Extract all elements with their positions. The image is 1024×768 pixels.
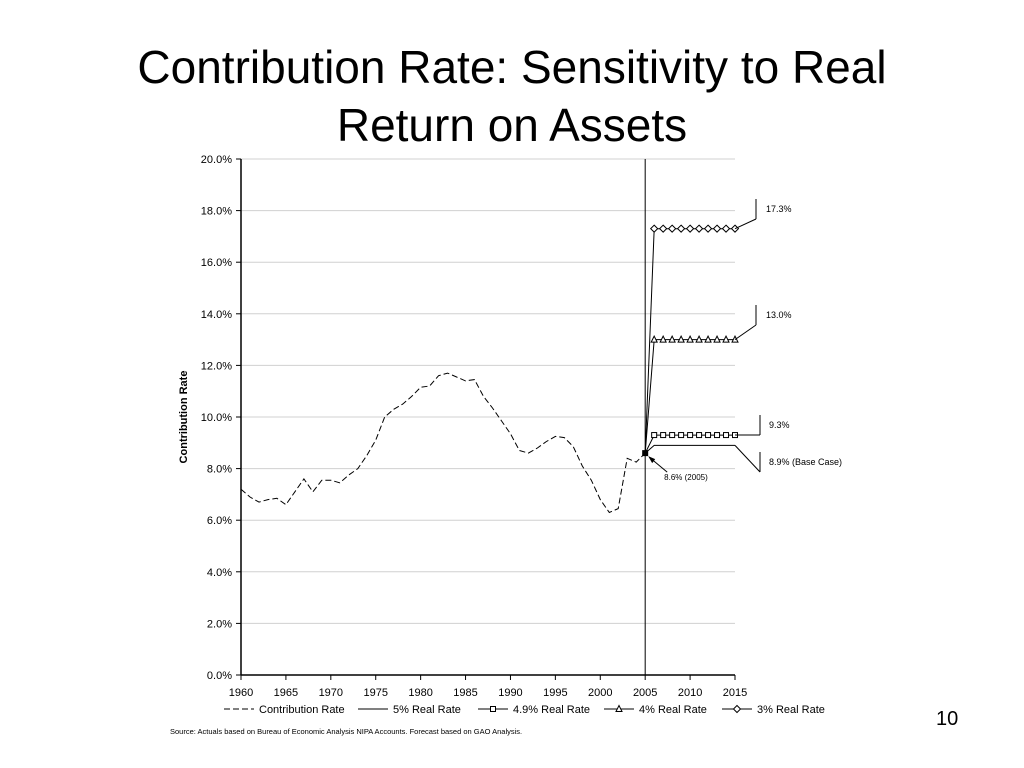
slide-title-line-2: Return on Assets [336,99,688,151]
series-line-contribution-rate [240,372,646,514]
series-point-4-real-rate [659,334,667,343]
x-tick-label: 1990 [498,687,522,699]
annotation-label-5-real-rate: 8.9% (Base Case) [769,457,842,467]
series-point-3-real-rate [676,224,686,233]
annotation-label-3-real-rate: 17.3% [766,204,792,214]
series-point-4-9-real-rate [723,432,730,439]
annotation-label-4-9-real-rate: 9.3% [769,420,790,430]
legend-label-3-real-rate: 3% Real Rate [757,704,825,716]
legend-marker-4-real-rate [615,704,623,712]
annotation-label-2005: 8.6% (2005) [664,473,708,482]
y-tick-label: 4.0% [207,567,232,579]
x-tick-label: 2010 [678,687,702,699]
source-note: Source: Actuals based on Bureau of Econo… [170,727,523,736]
series-point-4-9-real-rate [696,432,703,439]
series-point-4-real-rate [668,334,676,343]
series-point-4-9-real-rate [714,432,721,439]
y-tick-label: 10.0% [201,412,232,424]
series-point-4-9-real-rate [705,432,712,439]
series-point-4-real-rate [650,334,658,343]
legend-label-5-real-rate: 5% Real Rate [393,704,461,716]
y-tick-label: 14.0% [201,309,232,321]
annotation-label-4-real-rate: 13.0% [766,310,792,320]
x-tick-label: 2005 [633,687,657,699]
x-tick-label: 2000 [588,687,612,699]
slide-title-line-1: Contribution Rate: Sensitivity to Real [137,41,887,93]
series-point-4-9-real-rate [687,432,694,439]
point-2005-marker [642,450,649,457]
page-number: 10 [936,708,959,730]
series-point-3-real-rate [649,224,659,233]
legend-label-contribution-rate: Contribution Rate [259,704,345,716]
x-tick-label: 1960 [229,687,253,699]
series-point-3-real-rate [658,224,668,233]
x-tick-label: 1965 [274,687,298,699]
slide-title: Contribution Rate: Sensitivity to Real R… [0,38,1024,154]
x-tick-label: 1975 [363,687,387,699]
y-tick-label: 12.0% [201,360,232,372]
series-point-3-real-rate [685,224,695,233]
y-tick-label: 8.0% [207,464,232,476]
annotation-arrowhead-2005 [648,456,656,464]
legend-label-4-real-rate: 4% Real Rate [639,704,707,716]
series-point-4-real-rate [704,334,712,343]
series-point-4-real-rate [713,334,721,343]
y-tick-label: 18.0% [201,206,232,218]
legend-label-4-9-real-rate: 4.9% Real Rate [513,704,590,716]
y-tick-label: 0.0% [207,670,232,682]
series-point-3-real-rate [721,224,731,233]
y-tick-label: 6.0% [207,515,232,527]
series-point-4-real-rate [722,334,730,343]
legend-marker-4-9-real-rate [490,706,496,712]
y-axis-label: Contribution Rate [178,371,190,464]
series-point-4-real-rate [686,334,694,343]
annotation-leader-4-real-rate [734,324,757,341]
series-point-4-9-real-rate [678,432,685,439]
series-line-5-real-rate [644,444,735,454]
series-point-4-9-real-rate [669,432,676,439]
annotation-leader-3-real-rate [734,218,757,230]
series-point-4-real-rate [695,334,703,343]
x-tick-label: 1970 [319,687,343,699]
y-tick-label: 20.0% [201,154,232,166]
x-tick-label: 1985 [453,687,477,699]
series-point-3-real-rate [667,224,677,233]
x-tick-label: 2015 [723,687,747,699]
series-point-4-real-rate [677,334,685,343]
x-tick-label: 1995 [543,687,567,699]
series-point-4-9-real-rate [660,432,667,439]
y-tick-label: 2.0% [207,618,232,630]
legend-marker-3-real-rate [732,704,742,714]
series-point-3-real-rate [703,224,713,233]
series-point-4-9-real-rate [651,432,658,439]
y-tick-label: 16.0% [201,257,232,269]
annotation-leader-5-real-rate [734,445,761,473]
series-point-3-real-rate [712,224,722,233]
x-tick-label: 1980 [408,687,432,699]
series-point-3-real-rate [694,224,704,233]
